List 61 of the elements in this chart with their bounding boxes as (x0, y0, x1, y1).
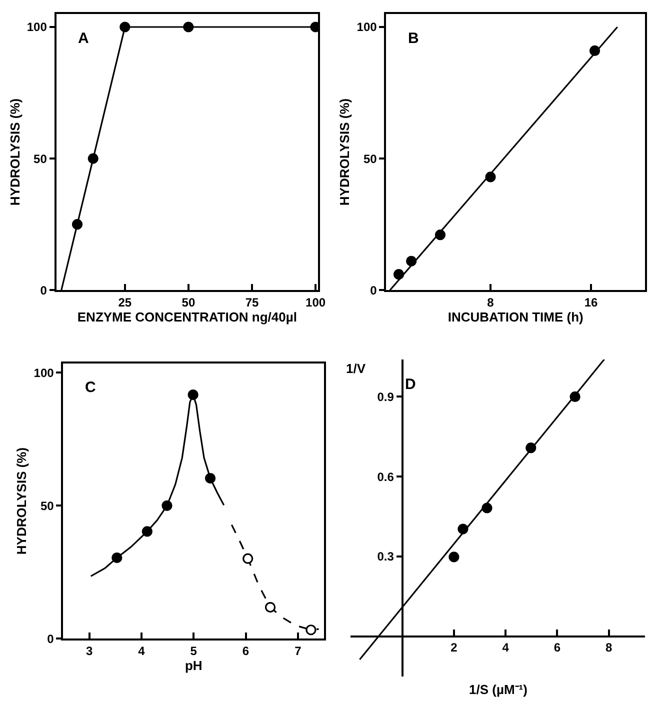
x-axis-title: ENZYME CONCENTRATION ng/40µl (77, 310, 297, 325)
annotation: D (405, 376, 416, 393)
x-tick-label: 5 (190, 644, 198, 658)
point (242, 553, 254, 564)
x-axis-title: 1/S (µM⁻¹) (469, 682, 528, 697)
point (526, 442, 536, 454)
y-axis-title: HYDROLYSIS (%) (7, 98, 22, 206)
y-tick-label: 0.9 (377, 390, 394, 404)
x-tick-label: 8 (606, 640, 613, 655)
y-tick-label: 100 (26, 20, 48, 34)
y-tick-label: 0.3 (377, 550, 394, 564)
point (72, 219, 83, 230)
point (485, 172, 496, 182)
y-tick-label: 0 (47, 632, 54, 646)
point (142, 526, 152, 537)
x-axis-title: INCUBATION TIME (h) (448, 310, 584, 325)
x-tick-label: 3 (86, 644, 93, 658)
point (205, 472, 216, 484)
y-axis-title: HYDROLYSIS (%) (14, 447, 30, 555)
point (112, 552, 122, 564)
y-tick-label: 50 (34, 152, 48, 166)
x-tick-label: 2 (450, 640, 458, 655)
x-tick-label: 25 (118, 296, 132, 310)
y-tick-label: 50 (40, 498, 54, 513)
x-tick-label: 7 (294, 644, 302, 658)
point (88, 153, 98, 164)
y-tick-label: 0.6 (377, 470, 394, 484)
y-tick-label: 0 (370, 283, 378, 298)
point (393, 269, 404, 280)
point (458, 524, 468, 534)
point (570, 391, 580, 402)
point (589, 45, 600, 56)
x-tick-label: 4 (502, 640, 510, 655)
x-tick-label: 75 (245, 296, 259, 310)
point (264, 602, 276, 613)
y-tick-label: 100 (34, 366, 54, 380)
x-axis-title: pH (184, 658, 202, 674)
point (306, 624, 316, 636)
point (162, 500, 172, 511)
y-axis-title: 1/V (346, 361, 366, 376)
point (434, 230, 446, 240)
y-tick-label: 100 (356, 20, 378, 34)
x-tick-label: 6 (554, 640, 561, 655)
point (183, 22, 194, 32)
y-axis-title: HYDROLYSIS (%) (337, 98, 352, 206)
x-tick-label: 4 (138, 644, 146, 658)
point (188, 389, 198, 400)
point (482, 502, 492, 514)
point (448, 552, 460, 562)
x-tick-label: 8 (487, 296, 494, 310)
x-tick-label: 100 (306, 296, 326, 310)
y-tick-label: 0 (40, 283, 48, 298)
point (120, 22, 130, 32)
point (406, 256, 417, 266)
annotation: B (408, 30, 419, 47)
y-tick-label: 50 (363, 152, 378, 166)
annotation: A (78, 30, 89, 47)
x-tick-label: 16 (584, 296, 598, 310)
annotation: C (85, 379, 96, 396)
x-tick-label: 50 (182, 296, 196, 310)
x-tick-label: 6 (242, 644, 250, 658)
